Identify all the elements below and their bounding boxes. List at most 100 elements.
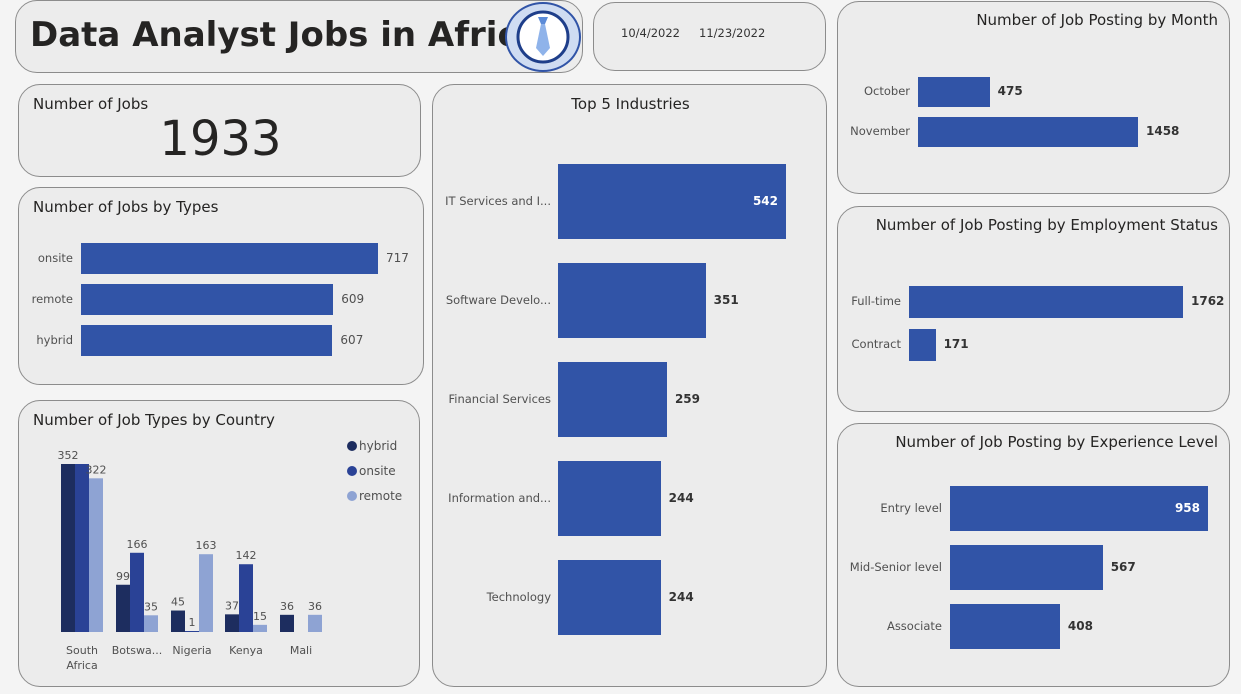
country-category-label: Mali xyxy=(290,644,312,657)
value-label: 259 xyxy=(674,391,700,406)
country-bar-hybrid[interactable] xyxy=(171,610,185,632)
value-label: 567 xyxy=(1110,559,1136,574)
country-value-label: 1 xyxy=(189,616,196,629)
bar[interactable] xyxy=(81,243,378,274)
bar[interactable] xyxy=(950,486,1208,531)
jobs-by-type-card: Number of Jobs by Types onsite 717 remote 6… xyxy=(18,187,424,385)
bar[interactable] xyxy=(558,164,786,239)
country-title: Number of Job Types by Country xyxy=(33,411,275,429)
value-label: 171 xyxy=(943,337,969,351)
value-label: 958 xyxy=(1174,500,1200,515)
jobs-by-type-title: Number of Jobs by Types xyxy=(33,198,219,216)
category-label: Mid-Senior level xyxy=(849,559,942,574)
bar[interactable] xyxy=(918,77,990,107)
bar[interactable] xyxy=(558,263,706,338)
industries-title: Top 5 Industries xyxy=(571,95,690,113)
category-label: November xyxy=(850,124,910,138)
category-label: October xyxy=(863,84,910,98)
country-category-label: Botswa... xyxy=(112,644,163,657)
category-label: IT Services and I... xyxy=(445,193,551,208)
country-chart: 352 99 45 37 36 166 1 142 322 35 163 15 36 South Afric… xyxy=(58,439,403,672)
bar[interactable] xyxy=(918,117,1138,147)
title-card: Data Analyst Jobs in Africa xyxy=(15,0,583,73)
country-value-label: 163 xyxy=(196,539,217,552)
country-bar-remote[interactable] xyxy=(199,554,213,632)
category-label: remote xyxy=(31,291,73,306)
country-bar-remote[interactable] xyxy=(308,614,322,632)
country-bar-remote[interactable] xyxy=(253,624,267,632)
legend-dot xyxy=(347,466,357,476)
country-bar-hybrid[interactable] xyxy=(116,584,130,632)
category-label: Technology xyxy=(486,589,551,604)
date-end[interactable]: 11/23/2022 xyxy=(699,26,766,40)
value-label: 1458 xyxy=(1146,124,1180,138)
employment-title: Number of Job Posting by Employment Stat… xyxy=(875,216,1218,234)
country-bar-onsite[interactable] xyxy=(185,631,199,632)
category-label: Software Develo... xyxy=(445,292,551,307)
experience-title: Number of Job Posting by Experience Leve… xyxy=(895,433,1218,451)
value-label: 717 xyxy=(386,250,409,265)
month-title: Number of Job Posting by Month xyxy=(976,11,1218,29)
country-value-label: 166 xyxy=(127,538,148,551)
tie-icon xyxy=(505,2,581,72)
country-value-label: 352 xyxy=(58,449,79,462)
country-category-label: South xyxy=(66,644,98,657)
legend-label-remote[interactable]: remote xyxy=(359,489,402,503)
country-value-label: 99 xyxy=(116,570,130,583)
date-start[interactable]: 10/4/2022 xyxy=(621,26,680,40)
country-category-label: Kenya xyxy=(229,644,263,657)
employment-card: Number of Job Posting by Employment Stat… xyxy=(837,206,1230,412)
value-label: 475 xyxy=(997,84,1023,98)
bar[interactable] xyxy=(558,560,661,635)
legend-label-onsite[interactable]: onsite xyxy=(359,464,396,478)
value-label: 607 xyxy=(340,332,364,347)
kpi-label: Number of Jobs xyxy=(33,95,149,113)
bar[interactable] xyxy=(558,362,667,437)
country-card: Number of Job Types by Country 352 99 45 37… xyxy=(18,400,420,687)
country-value-label: 37 xyxy=(225,599,239,612)
country-bar-onsite[interactable] xyxy=(130,552,144,632)
industries-card: Top 5 Industries IT Services and I... 542… xyxy=(432,84,827,687)
country-value-label: 36 xyxy=(308,600,322,613)
bar[interactable] xyxy=(558,461,661,536)
category-label: Associate xyxy=(886,618,942,633)
country-category-label: Africa xyxy=(66,659,97,672)
category-label: Full-time xyxy=(851,294,901,308)
bar[interactable] xyxy=(909,286,1183,318)
country-bar-onsite[interactable] xyxy=(239,564,253,632)
country-bar-onsite[interactable] xyxy=(75,464,89,632)
value-label: 244 xyxy=(668,589,694,604)
date-range-card: 10/4/2022 11/23/2022 xyxy=(593,2,826,71)
country-bar-hybrid[interactable] xyxy=(225,614,239,632)
country-value-label: 35 xyxy=(144,600,158,613)
kpi-card: Number of Jobs 1933 xyxy=(18,84,421,177)
bar[interactable] xyxy=(950,604,1060,649)
value-label: 542 xyxy=(752,193,778,208)
country-bar-remote[interactable] xyxy=(144,615,158,632)
kpi-value: 1933 xyxy=(159,111,282,167)
bar[interactable] xyxy=(950,545,1103,590)
category-label: hybrid xyxy=(36,332,73,347)
value-label: 1762 xyxy=(1191,294,1225,308)
bar[interactable] xyxy=(909,329,936,361)
country-category-label: Nigeria xyxy=(172,644,211,657)
bar[interactable] xyxy=(81,284,334,315)
month-card: Number of Job Posting by Month October 47… xyxy=(837,1,1230,194)
bar[interactable] xyxy=(81,325,333,356)
value-label: 408 xyxy=(1067,618,1093,633)
country-value-label: 142 xyxy=(236,549,257,562)
country-bar-remote[interactable] xyxy=(89,478,103,632)
category-label: Financial Services xyxy=(448,391,551,406)
value-label: 609 xyxy=(341,291,365,306)
legend-label-hybrid[interactable]: hybrid xyxy=(359,439,397,453)
country-bar-hybrid[interactable] xyxy=(61,464,75,632)
country-bar-hybrid[interactable] xyxy=(280,614,294,632)
experience-card: Number of Job Posting by Experience Leve… xyxy=(837,423,1230,687)
category-label: Information and... xyxy=(448,490,551,505)
country-value-label: 45 xyxy=(171,596,185,609)
country-value-label: 36 xyxy=(280,600,294,613)
category-label: Entry level xyxy=(880,500,942,515)
value-label: 351 xyxy=(713,292,739,307)
legend-dot xyxy=(347,441,357,451)
country-value-label: 15 xyxy=(253,610,267,623)
